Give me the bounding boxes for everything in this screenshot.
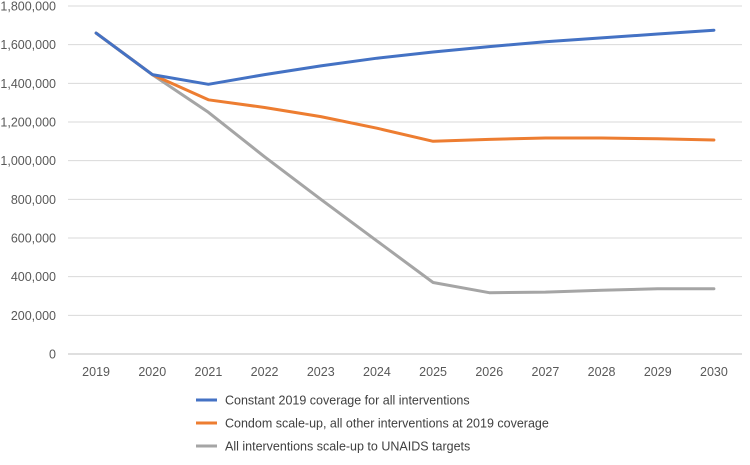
x-tick-label: 2019 bbox=[82, 365, 110, 379]
axes: 0 200,000 400,000 600,000 800,000 1,000,000 1,… bbox=[0, 0, 742, 379]
x-tick-label: 2024 bbox=[363, 365, 391, 379]
y-tick-label: 400,000 bbox=[11, 270, 56, 284]
series-lines bbox=[94, 28, 716, 295]
y-tick-label: 0 bbox=[49, 348, 56, 362]
gridlines bbox=[68, 5, 742, 316]
x-tick-label: 2027 bbox=[532, 365, 560, 379]
series-line bbox=[94, 31, 716, 295]
series-line bbox=[94, 28, 716, 86]
y-tick-label: 200,000 bbox=[11, 309, 56, 323]
legend-label: Condom scale-up, all other interventions… bbox=[225, 417, 549, 431]
x-tick-label: 2022 bbox=[251, 365, 279, 379]
x-tick-label: 2025 bbox=[419, 365, 447, 379]
series-line bbox=[94, 31, 716, 143]
y-tick-label: 1,400,000 bbox=[0, 77, 56, 91]
legend-label: All interventions scale-up to UNAIDS tar… bbox=[225, 440, 470, 454]
x-tick-label: 2026 bbox=[475, 365, 503, 379]
y-tick-label: 1,200,000 bbox=[0, 116, 56, 130]
y-tick-label: 1,600,000 bbox=[0, 38, 56, 52]
x-tick-label: 2030 bbox=[700, 365, 728, 379]
y-tick-label: 1,000,000 bbox=[0, 154, 56, 168]
x-tick-label: 2020 bbox=[138, 365, 166, 379]
y-tick-label: 1,800,000 bbox=[0, 0, 56, 14]
legend-label: Constant 2019 coverage for all intervent… bbox=[225, 394, 470, 408]
x-tick-label: 2023 bbox=[307, 365, 335, 379]
x-tick-label: 2021 bbox=[195, 365, 223, 379]
y-tick-label: 800,000 bbox=[11, 193, 56, 207]
y-tick-label: 600,000 bbox=[11, 232, 56, 246]
x-tick-label: 2028 bbox=[588, 365, 616, 379]
x-tick-label: 2029 bbox=[644, 365, 672, 379]
legend: Constant 2019 coverage for all intervent… bbox=[196, 394, 549, 454]
